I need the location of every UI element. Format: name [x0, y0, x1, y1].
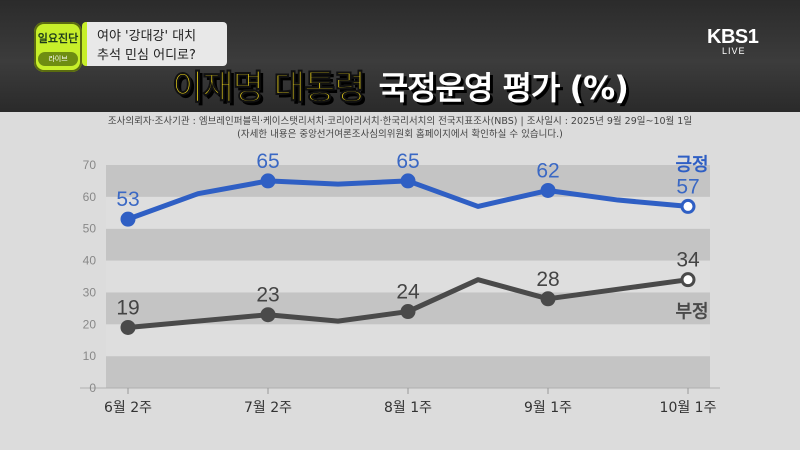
data-point	[680, 198, 696, 214]
y-tick-label: 50	[83, 222, 97, 236]
series-name-negative: 부정	[675, 302, 708, 323]
data-point	[400, 304, 416, 320]
broadcaster-logo: KBS1	[707, 26, 759, 49]
source-line-2: (자세한 내용은 중앙선거여론조사심의위원회 홈페이지에서 확인하실 수 있습니…	[237, 129, 563, 140]
x-tick-label: 6월 2주	[104, 400, 152, 416]
data-point	[540, 291, 556, 307]
data-point	[260, 173, 276, 189]
data-label: 62	[536, 159, 559, 182]
grid-band	[106, 228, 710, 261]
data-label: 23	[256, 284, 279, 307]
topic-line-2: 추석 민심 어디로?	[97, 48, 196, 63]
program-badge-title: 일요진단	[37, 32, 79, 45]
program-badge-sub: 라이브	[38, 52, 78, 66]
grid-band	[106, 196, 710, 229]
data-point	[120, 211, 136, 227]
y-tick-label: 40	[83, 254, 97, 268]
y-tick-label: 0	[89, 381, 96, 395]
y-tick-label: 60	[83, 190, 97, 204]
data-label: 19	[116, 296, 139, 319]
series-name-positive: 긍정	[675, 154, 708, 175]
data-point	[540, 182, 556, 198]
y-tick-label: 10	[83, 349, 97, 363]
data-point	[680, 272, 696, 288]
grid-band	[106, 324, 710, 357]
data-point	[400, 173, 416, 189]
y-tick-label: 20	[83, 317, 97, 331]
data-label: 53	[116, 188, 139, 211]
data-label: 28	[536, 268, 559, 291]
header-banner: 일요진단 라이브 여야 '강대강' 대치 추석 민심 어디로? KBS1 LIV…	[0, 0, 800, 112]
program-badge: 일요진단 라이브	[34, 22, 82, 72]
topic-line-1: 여야 '강대강' 대치	[97, 29, 197, 44]
broadcaster-channel: 1	[747, 26, 759, 48]
data-label: 65	[256, 150, 279, 173]
page-title: 이재명 대통령 국정운영 평가 (%)	[0, 60, 800, 110]
live-indicator: LIVE	[722, 46, 746, 56]
grid-band	[106, 260, 710, 293]
y-tick-label: 30	[83, 285, 97, 299]
y-tick-label: 70	[83, 158, 97, 172]
data-label: 24	[396, 281, 420, 304]
x-tick-label: 10월 1주	[660, 400, 717, 416]
survey-source-note: 조사의뢰자·조사기관 : 엠브레인퍼블릭·케이스탯리서치·코리아리서치·한국리서…	[0, 115, 800, 141]
topic-box: 여야 '강대강' 대치 추석 민심 어디로?	[82, 22, 227, 66]
x-tick-label: 8월 1주	[384, 400, 432, 416]
data-label: 65	[396, 150, 419, 173]
broadcaster-name: KBS	[707, 26, 748, 48]
source-line-1: 조사의뢰자·조사기관 : 엠브레인퍼블릭·케이스탯리서치·코리아리서치·한국리서…	[107, 116, 693, 127]
data-point	[120, 319, 136, 335]
title-part-1: 이재명 대통령	[172, 68, 367, 109]
x-tick-label: 7월 2주	[244, 400, 292, 416]
title-part-2: 국정운영 평가 (%)	[378, 69, 629, 107]
data-point	[260, 307, 276, 323]
x-tick-label: 9월 1주	[524, 400, 572, 416]
grid-band	[106, 356, 710, 388]
data-label: 57	[676, 175, 699, 198]
data-label: 34	[676, 249, 700, 272]
